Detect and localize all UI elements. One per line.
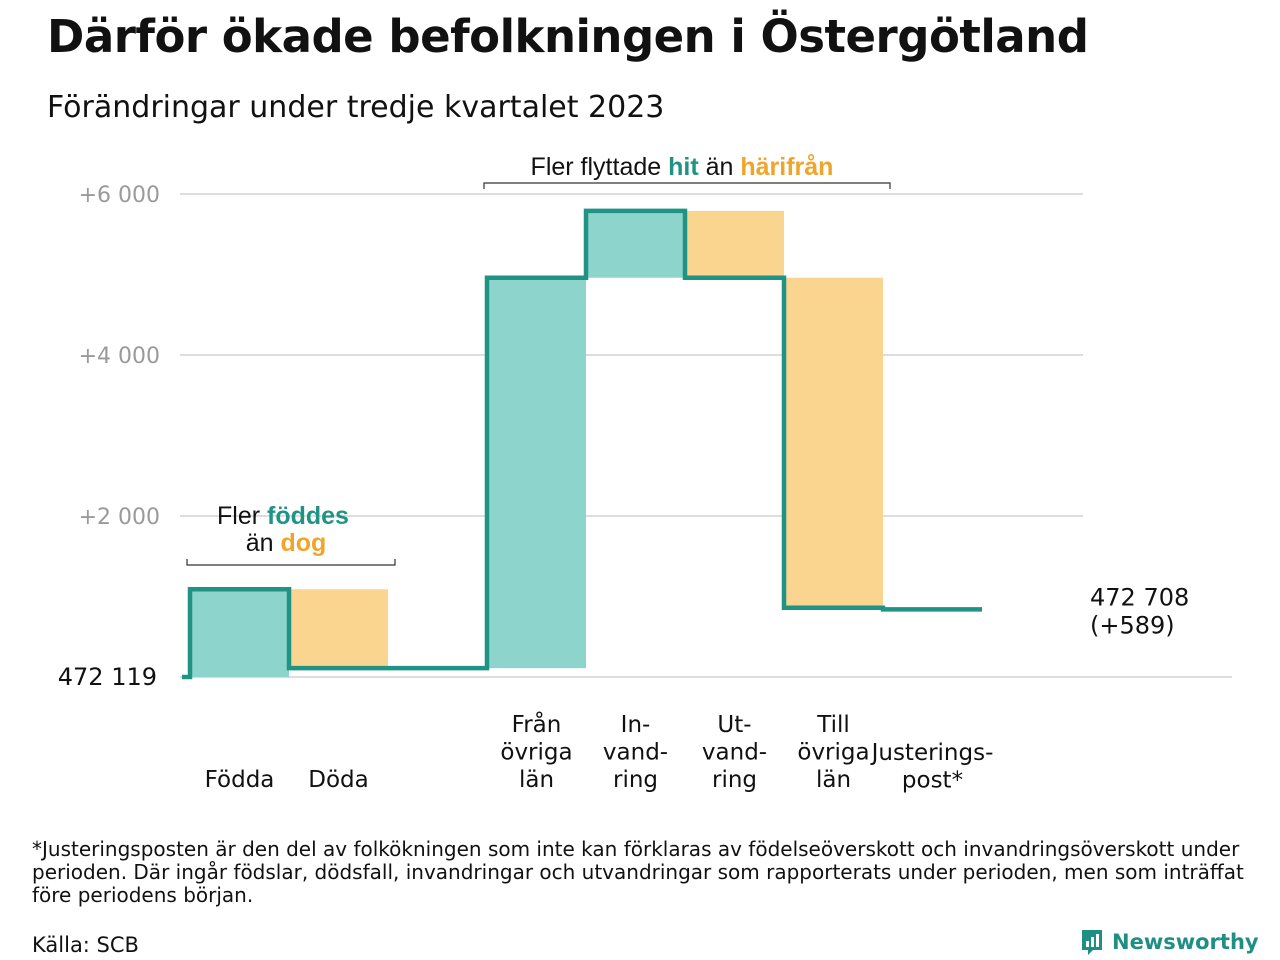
category-label: Från [512, 710, 562, 738]
y-tick-label: +2 000 [79, 505, 160, 530]
category-label: vand- [603, 740, 668, 766]
annotation-text: än [699, 153, 741, 181]
annotation-out-highlight: dog [280, 529, 326, 557]
category-label: övriga [797, 740, 869, 766]
y-tick-label: +6 000 [79, 183, 160, 208]
category-label: Ut- [717, 712, 751, 738]
annotation-migration: Fler flyttade hit än härifrån [531, 153, 834, 181]
chart-title: Därför ökade befolkningen i Östergötland [47, 10, 1089, 63]
category-label: Justerings- [870, 740, 994, 766]
end-change-label: (+589) [1090, 611, 1175, 639]
category-label: län [816, 767, 851, 793]
annotation-births-deaths: Fler föddes [217, 502, 349, 530]
category-label: ring [712, 767, 757, 793]
newsworthy-logo-icon [1082, 930, 1102, 955]
category-label: övriga [500, 740, 572, 766]
chart-subtitle: Förändringar under tredje kvartalet 2023 [47, 90, 665, 125]
waterfall-bar [586, 210, 685, 278]
waterfall-bar [487, 277, 586, 669]
waterfall-bar [190, 589, 289, 677]
source-note: Källa: SCB [32, 933, 139, 957]
annotation-in-highlight: föddes [267, 502, 349, 530]
annotation-out-highlight: härifrån [740, 153, 833, 181]
waterfall-bar [685, 210, 784, 278]
annotation-text: än [246, 529, 281, 557]
brand-name: Newsworthy [1112, 930, 1259, 954]
category-label: vand- [702, 740, 767, 766]
annotation-bracket [483, 182, 891, 189]
footnote: *Justeringsposten är den del av folkökni… [32, 837, 1244, 907]
brand-logo: Newsworthy [1080, 928, 1259, 956]
end-value-label: 472 708 [1090, 583, 1189, 611]
annotation-births-deaths-line2: än dog [246, 529, 327, 557]
annotation-text: Fler [217, 502, 267, 530]
category-label: post* [902, 768, 963, 794]
start-value-label: 472 119 [58, 663, 157, 691]
category-label: Döda [308, 767, 368, 793]
y-tick-label: +4 000 [79, 344, 160, 369]
category-label: Till [816, 712, 850, 738]
annotation-in-highlight: hit [668, 153, 699, 181]
category-label: Födda [205, 767, 275, 793]
category-label: ring [613, 767, 658, 793]
annotation-text: Fler flyttade [531, 153, 669, 181]
category-label: In- [621, 712, 651, 738]
annotation-bracket [186, 559, 396, 566]
waterfall-chart: +6 000 +4 000 +2 000 472 119 472 708(+589) Fö… [58, 153, 1232, 794]
waterfall-bar [784, 277, 883, 608]
category-label: län [519, 767, 554, 793]
waterfall-step-line [182, 208, 982, 680]
waterfall-bar [289, 589, 388, 669]
